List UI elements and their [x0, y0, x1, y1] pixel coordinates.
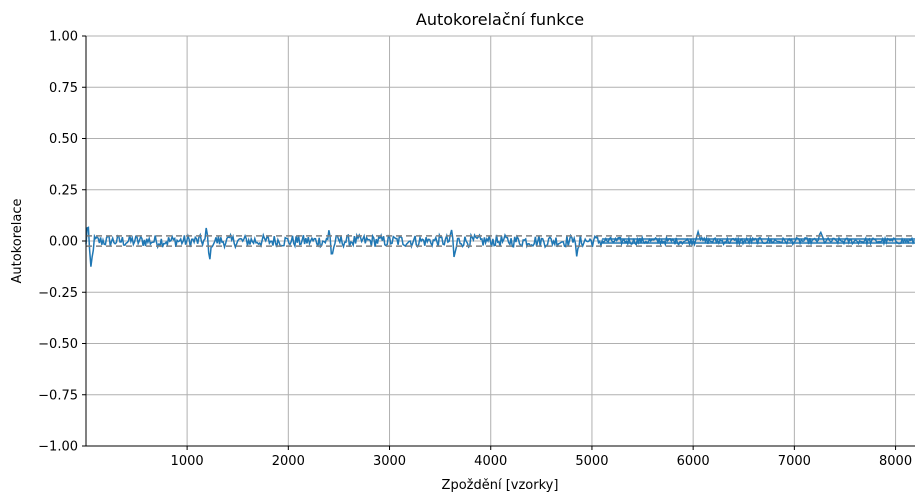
y-tick-label: 0.75	[49, 81, 78, 96]
x-tick-label: 8000	[879, 454, 912, 469]
y-tick-label: −1.00	[38, 440, 78, 455]
series-layer	[85, 226, 915, 267]
chart-title: Autokorelační funkce	[416, 10, 584, 29]
axes: 1000 2000 3000 4000 5000 6000 7000 8000 −1.00 −0.…	[38, 30, 915, 469]
y-tick-label: −0.25	[38, 286, 78, 301]
x-tick-label: 3000	[373, 454, 406, 469]
x-tick-label: 5000	[575, 454, 608, 469]
y-tick-label: 0.50	[49, 132, 78, 147]
y-tick-label: 0.25	[49, 183, 78, 198]
y-tick-label: −0.75	[38, 388, 78, 403]
y-axis-label: Autokorelace	[10, 199, 25, 284]
x-tick-label: 6000	[677, 454, 710, 469]
x-tick-label: 1000	[171, 454, 204, 469]
x-tick-label: 4000	[474, 454, 507, 469]
x-tick-label: 7000	[778, 454, 811, 469]
y-tick-label: −0.50	[38, 337, 78, 352]
y-tick-label: 1.00	[49, 30, 78, 45]
x-tick-label: 2000	[272, 454, 305, 469]
y-tick-label: 0.00	[49, 235, 78, 250]
series-line-autocorrelation	[85, 226, 915, 267]
x-axis-label: Zpoždění [vzorky]	[442, 478, 559, 493]
